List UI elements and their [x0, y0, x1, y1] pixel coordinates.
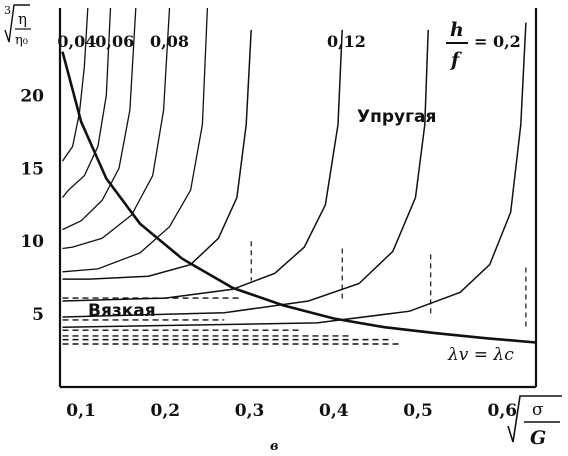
- param-fraction: h f: [446, 19, 468, 71]
- family-curve-4: [62, 7, 171, 250]
- region-viscous-label: Вязкая: [88, 301, 156, 321]
- x-tick-labels: 0,1 0,2 0,3 0,4 0,5 0,6: [66, 401, 517, 421]
- plot-frame: [58, 8, 538, 389]
- boundary-label: λv = λc: [447, 345, 514, 365]
- x-axis-sublabel: в: [270, 439, 279, 454]
- x-tick-label: 0,6: [488, 401, 518, 421]
- curve-label: = 0,2: [474, 32, 521, 51]
- vertical-dashed-lines: [250, 241, 527, 328]
- y-tick-label: 5: [32, 305, 44, 325]
- x-tick-label: 0,2: [151, 401, 181, 421]
- curve-label: 0,06: [95, 32, 134, 51]
- x-tick-label: 0,1: [66, 401, 96, 421]
- svg-text:G: G: [530, 427, 546, 449]
- svg-text:f: f: [449, 49, 462, 71]
- x-tick-label: 0,5: [403, 401, 433, 421]
- viscous-dashed-lines: [62, 297, 402, 345]
- x-tick-label: 0,3: [235, 401, 265, 421]
- family-curve-6: [62, 29, 252, 280]
- svg-text:h: h: [450, 19, 464, 41]
- boundary-curve: [61, 51, 537, 344]
- y-tick-labels: 5 10 15 20: [20, 86, 44, 325]
- y-tick-label: 10: [20, 232, 44, 252]
- x-axis-label: σ G: [507, 395, 562, 449]
- family-curve-8: [62, 29, 429, 318]
- y-axis-label: 3 η η₀: [4, 4, 31, 48]
- curve-label: 0,08: [150, 32, 189, 51]
- x-tick-label: 0,4: [319, 401, 349, 421]
- family-curve-9: [62, 22, 527, 328]
- curve-label: 0,12: [327, 32, 366, 51]
- curve-label: 0,04: [57, 32, 96, 51]
- svg-text:λv = λc: λv = λc: [447, 345, 514, 365]
- family-curve-7: [62, 29, 343, 302]
- svg-text:σ: σ: [532, 400, 544, 420]
- curve-labels: 0,040,06 0,08 0,12 = 0,2: [57, 32, 520, 51]
- svg-text:3: 3: [4, 4, 11, 17]
- svg-text:η: η: [18, 10, 27, 28]
- family-curve-5: [62, 7, 209, 273]
- y-tick-label: 15: [20, 159, 44, 179]
- family-curve-2: [61, 7, 112, 198]
- region-elastic-label: Упругая: [357, 107, 436, 127]
- family-curve-1: [61, 7, 89, 162]
- y-tick-label: 20: [20, 86, 44, 106]
- svg-text:η₀: η₀: [15, 33, 28, 48]
